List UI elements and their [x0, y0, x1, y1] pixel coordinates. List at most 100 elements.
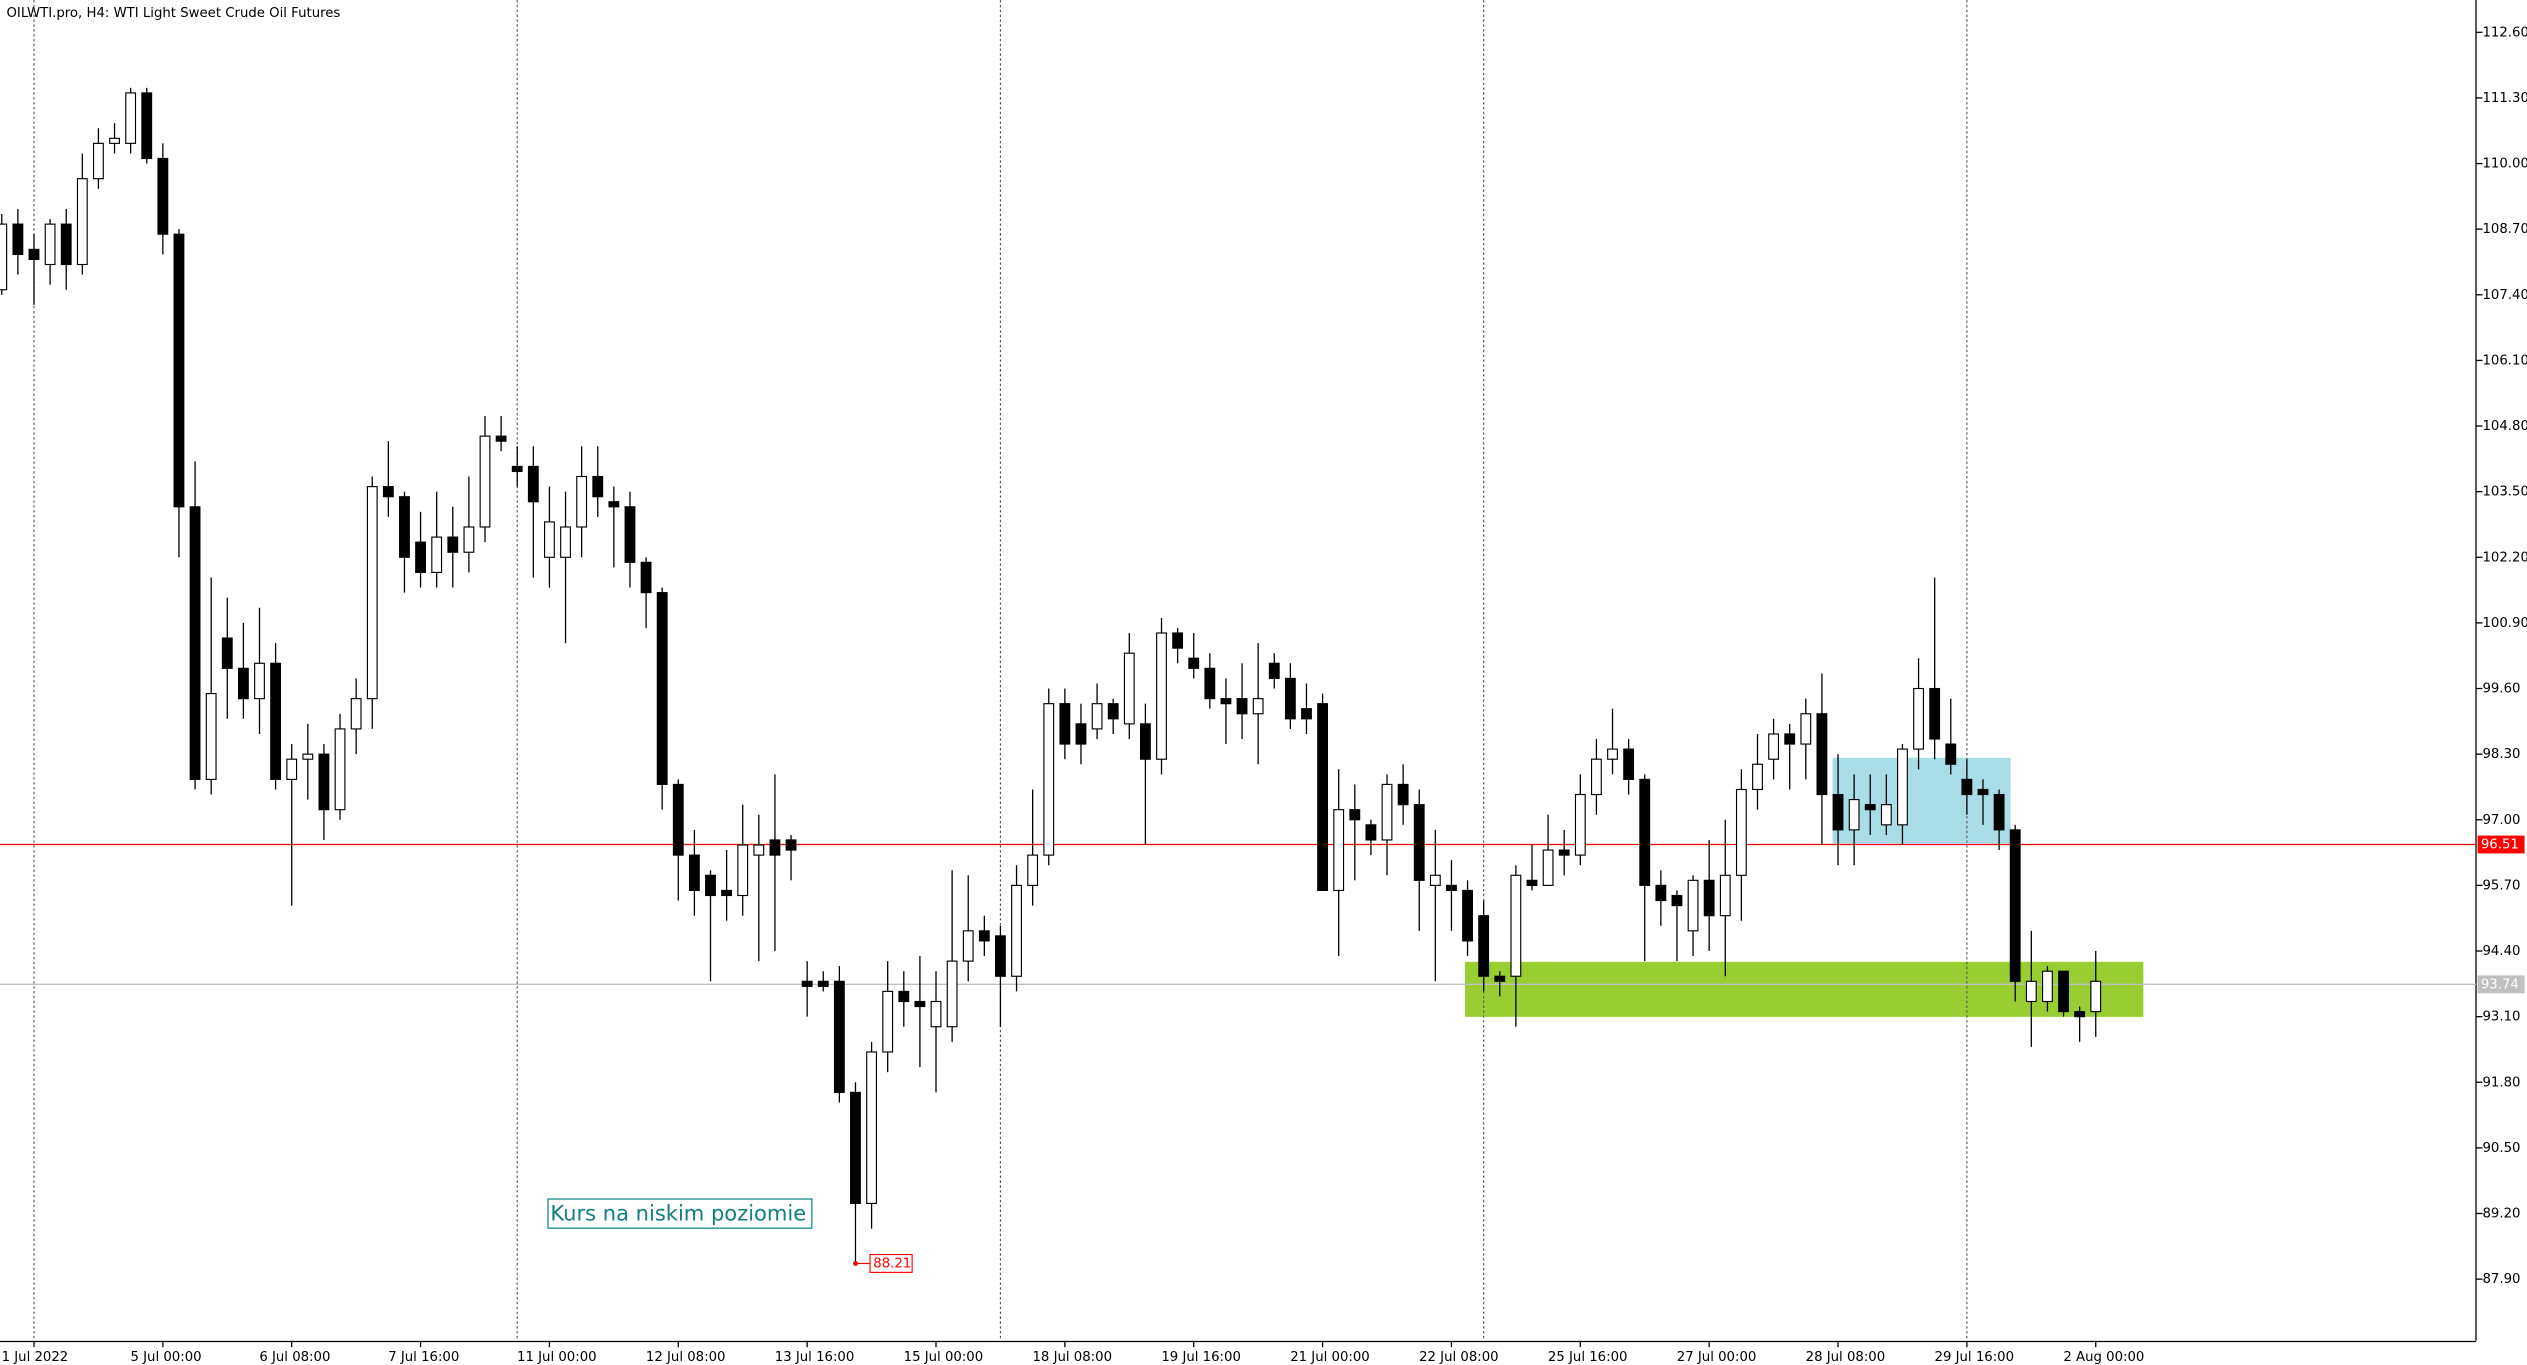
candle-body	[1961, 778, 1973, 796]
x-tick-label: 7 Jul 16:00	[388, 1350, 459, 1365]
annotation-box	[547, 1198, 813, 1229]
candle-body	[1478, 915, 1490, 977]
candle-body	[1574, 793, 1586, 856]
x-tick-label: 11 Jul 00:00	[517, 1350, 597, 1365]
candle-body	[560, 526, 571, 558]
low-tag	[869, 1254, 913, 1273]
candle-body	[1429, 874, 1441, 886]
candle-body	[1703, 879, 1715, 917]
candle-body	[2009, 829, 2021, 982]
candle-body	[1268, 662, 1280, 679]
candle-body	[1607, 748, 1618, 760]
candle-body	[1880, 804, 1892, 826]
y-tick-label: 89.20	[2482, 1207, 2520, 1222]
candle-body	[1043, 703, 1055, 856]
candle-body	[125, 92, 137, 144]
x-tick-label: 25 Jul 16:00	[1548, 1350, 1628, 1365]
candle-body	[44, 223, 56, 266]
candle-body	[978, 930, 990, 942]
candle-body	[705, 874, 716, 897]
candle-body	[640, 561, 652, 594]
candle-body	[1816, 713, 1828, 796]
candle-body	[946, 960, 958, 1028]
candle-body	[688, 854, 700, 892]
candle-body	[1768, 733, 1780, 760]
candle-body	[1301, 708, 1312, 720]
price-line-label: 93.74	[2481, 977, 2519, 992]
candle-body	[1284, 677, 1296, 720]
y-tick-label: 90.50	[2482, 1141, 2520, 1156]
support-zone	[1465, 961, 2144, 1017]
candle-body	[1091, 703, 1103, 730]
candle-body	[237, 667, 249, 700]
y-tick-label: 110.00	[2482, 157, 2527, 172]
y-tick-label: 108.70	[2482, 222, 2527, 237]
candle-body	[511, 465, 523, 473]
candle-body	[898, 990, 910, 1003]
candle-body	[93, 142, 104, 180]
candle-body	[1123, 652, 1135, 725]
candle-body	[1993, 793, 2005, 831]
candle-body	[1526, 879, 1538, 886]
candle-body	[866, 1051, 878, 1204]
candle-body	[737, 844, 749, 897]
candle-body	[28, 248, 40, 261]
x-tick-label: 21 Jul 00:00	[1290, 1350, 1370, 1365]
x-tick-label: 1 Jul 2022	[2, 1350, 69, 1365]
candle-body	[801, 980, 813, 987]
candle-body	[1687, 879, 1699, 932]
x-tick-label: 6 Jul 08:00	[259, 1350, 330, 1365]
y-tick-label: 94.40	[2482, 944, 2520, 959]
candle-body	[254, 662, 265, 700]
y-tick-label: 98.30	[2482, 747, 2520, 762]
candle-body	[882, 990, 894, 1053]
candle-body	[221, 637, 233, 669]
candle-body	[1897, 748, 1908, 826]
candle-body	[576, 475, 588, 528]
candle-body	[1252, 698, 1264, 715]
candle-body	[109, 137, 120, 144]
y-tick-label: 104.80	[2482, 419, 2527, 434]
price-line-label: 96.51	[2481, 838, 2519, 853]
candle-body	[302, 753, 314, 760]
y-tick-label: 95.70	[2482, 878, 2520, 893]
candle-body	[1719, 874, 1731, 917]
candle-body	[2058, 970, 2069, 1013]
candle-body	[1027, 854, 1039, 886]
x-tick-label: 29 Jul 16:00	[1935, 1350, 2015, 1365]
x-tick-label: 5 Jul 00:00	[130, 1350, 201, 1365]
y-tick-label: 100.90	[2482, 616, 2527, 631]
candle-body	[914, 1000, 926, 1008]
candle-body	[141, 92, 153, 160]
candle-body	[1107, 703, 1119, 720]
candle-body	[1558, 849, 1570, 856]
candle-body	[1075, 723, 1087, 745]
candle-body	[753, 844, 765, 856]
candle-body	[721, 889, 733, 897]
candle-body	[1333, 809, 1345, 892]
candle-body	[366, 486, 378, 700]
candle-body	[2090, 980, 2102, 1013]
candle-body	[1011, 884, 1022, 977]
candle-body	[479, 435, 491, 528]
candle-body	[1397, 783, 1409, 806]
candle-body	[1639, 778, 1651, 886]
candle-body	[1671, 894, 1683, 907]
candle-body	[769, 839, 781, 856]
candle-body	[1945, 743, 1957, 765]
candle-body	[1059, 703, 1071, 745]
candle-body	[1510, 874, 1522, 977]
resistance-zone	[1832, 757, 2011, 844]
candle-body	[1236, 698, 1248, 715]
candle-body	[1494, 975, 1506, 982]
candle-body	[286, 758, 298, 780]
candle-body	[1349, 809, 1361, 821]
candle-body	[850, 1091, 861, 1204]
candle-body	[2041, 970, 2053, 1003]
candle-body	[1542, 849, 1554, 886]
candle-body	[318, 753, 330, 811]
candle-body	[656, 592, 668, 786]
candle-body	[60, 223, 72, 266]
